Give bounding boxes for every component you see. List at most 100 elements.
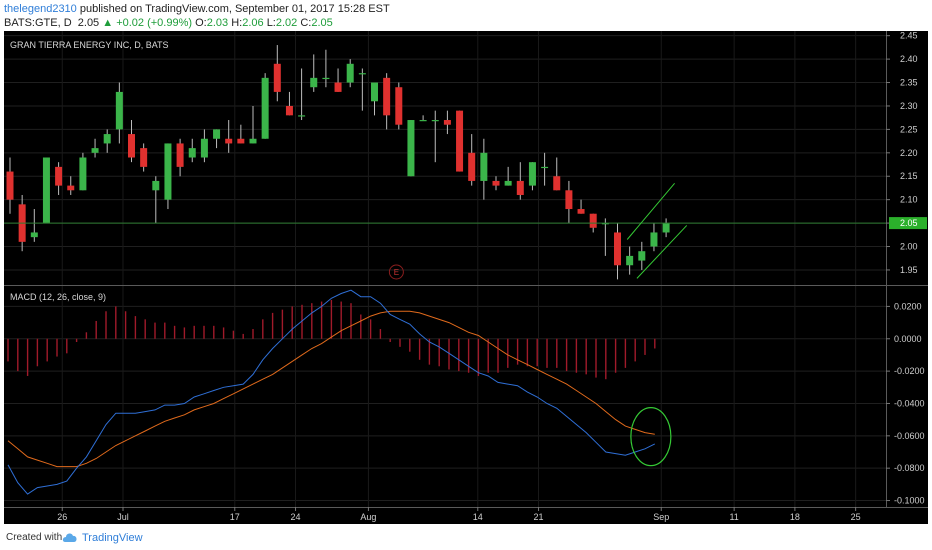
histogram-bar: [507, 338, 509, 368]
time-tick-label: 11: [729, 512, 738, 522]
candle-body: [310, 77, 318, 88]
candle-body: [200, 138, 208, 158]
histogram-bar: [66, 338, 68, 354]
candle-body: [152, 180, 160, 191]
candle-body: [662, 223, 670, 233]
histogram-bar: [252, 329, 254, 339]
time-tick-label: Jul: [117, 512, 129, 522]
price-tick-label: 1.95: [900, 265, 918, 275]
histogram-bar: [124, 311, 127, 339]
low-label: L:: [266, 17, 276, 29]
highlight-ellipse: [630, 407, 672, 467]
histogram-bar: [526, 338, 529, 367]
histogram-bar: [7, 338, 9, 362]
histogram-bar: [614, 338, 617, 373]
low-value: 2.02: [275, 17, 298, 29]
candle-body: [577, 209, 585, 214]
macd-tick-label: 0.0200: [894, 301, 922, 311]
candle-body: [164, 143, 172, 200]
histogram-bar: [262, 319, 264, 339]
candle-body: [601, 223, 609, 225]
macd-title: MACD (12, 26, close, 9): [10, 292, 107, 302]
chart-header: thelegend2310 published on TradingView.c…: [0, 0, 932, 30]
author-link[interactable]: thelegend2310: [4, 3, 77, 15]
footer: Created with TradingView: [0, 526, 932, 550]
histogram-bar: [369, 319, 372, 339]
ohlc-summary: BATS:GTE, D 2.05 ▲ +0.02 (+0.99%) O:2.03…: [4, 17, 333, 29]
histogram-bar: [85, 332, 88, 339]
macd-tick-label: -0.0200: [894, 366, 925, 376]
histogram-bar: [154, 322, 156, 339]
candle-body: [79, 157, 87, 191]
candle-body: [334, 82, 342, 92]
macd-tick-label: -0.1000: [894, 496, 925, 506]
histogram-bar: [320, 301, 323, 339]
histogram-bar: [46, 338, 48, 362]
candle-body: [492, 180, 500, 186]
candle-body: [249, 138, 257, 144]
candle-body: [273, 63, 281, 92]
earnings-event-label[interactable]: E: [394, 268, 399, 277]
histogram-bar: [458, 338, 460, 372]
histogram-bar: [399, 338, 401, 347]
histogram-bar: [95, 320, 97, 339]
last-price-label: 2.05: [900, 218, 918, 228]
last-value: 2.05: [77, 17, 100, 29]
annotations: E: [388, 182, 688, 467]
tradingview-cloud-icon: [62, 533, 77, 542]
grid-lines: [4, 31, 886, 507]
histogram-bar: [565, 338, 568, 372]
histogram-bar: [301, 304, 303, 339]
price-tick-label: 2.00: [900, 242, 918, 252]
histogram-bar: [605, 338, 607, 380]
open-value: 2.03: [206, 17, 229, 29]
high-label: H:: [231, 17, 243, 29]
macd-tick-label: -0.0800: [894, 463, 925, 473]
histogram-bar: [203, 325, 205, 339]
histogram-bar: [213, 325, 215, 339]
candle-body: [358, 73, 366, 75]
candle-body: [128, 134, 135, 158]
candle-body: [650, 232, 658, 247]
histogram-bar: [487, 338, 489, 373]
macd-lines: [7, 289, 656, 495]
chart-canvas[interactable]: 2.45 2.40 2.35 2.30 2.25 2.20 2.15 2.10 2.05 2.00…: [4, 31, 928, 524]
histogram-bar: [644, 338, 646, 355]
time-tick-label: Sep: [653, 512, 669, 522]
histogram-bar: [497, 338, 499, 373]
histogram-bar: [379, 329, 382, 339]
candle-body: [115, 91, 123, 130]
publish-info: thelegend2310 published on TradingView.c…: [4, 3, 390, 15]
candle-body: [298, 115, 306, 117]
candle-body: [346, 63, 354, 83]
histogram-bar: [654, 338, 656, 349]
symbol-label: BATS:GTE, D: [4, 17, 72, 29]
earnings-event-icon[interactable]: [388, 264, 404, 280]
axes: 2.45 2.40 2.35 2.30 2.25 2.20 2.15 2.10 2.05 2.00…: [4, 31, 928, 522]
histogram-bar: [134, 316, 137, 339]
histogram-bar: [164, 322, 166, 339]
chart-area[interactable]: 2.45 2.40 2.35 2.30 2.25 2.20 2.15 2.10 2.05 2.00…: [4, 31, 928, 524]
candle-body: [6, 171, 14, 200]
histogram-bar: [418, 338, 421, 360]
time-tick-label: 26: [57, 512, 67, 522]
histogram-bar: [291, 306, 293, 339]
tradingview-brand-link[interactable]: TradingView: [82, 532, 143, 544]
histogram-bar: [281, 309, 284, 339]
histogram-bar: [438, 338, 440, 367]
candle-body: [322, 77, 330, 80]
publish-text: published on TradingView.com, September …: [76, 3, 390, 15]
price-tick-label: 2.10: [900, 195, 918, 205]
close-label: C:: [300, 17, 312, 29]
price-tick-label: 2.45: [900, 31, 918, 41]
candle-body: [589, 213, 597, 228]
candle-body: [407, 120, 415, 177]
price-tick-label: 2.40: [900, 54, 918, 64]
histogram-bar: [546, 338, 548, 368]
candle-body: [431, 120, 439, 122]
histogram-bar: [173, 325, 176, 339]
histogram-bar: [242, 333, 244, 339]
change-value: ▲ +0.02 (+0.99%): [102, 17, 193, 29]
candle-body: [383, 77, 391, 116]
price-tick-label: 2.30: [900, 101, 918, 111]
